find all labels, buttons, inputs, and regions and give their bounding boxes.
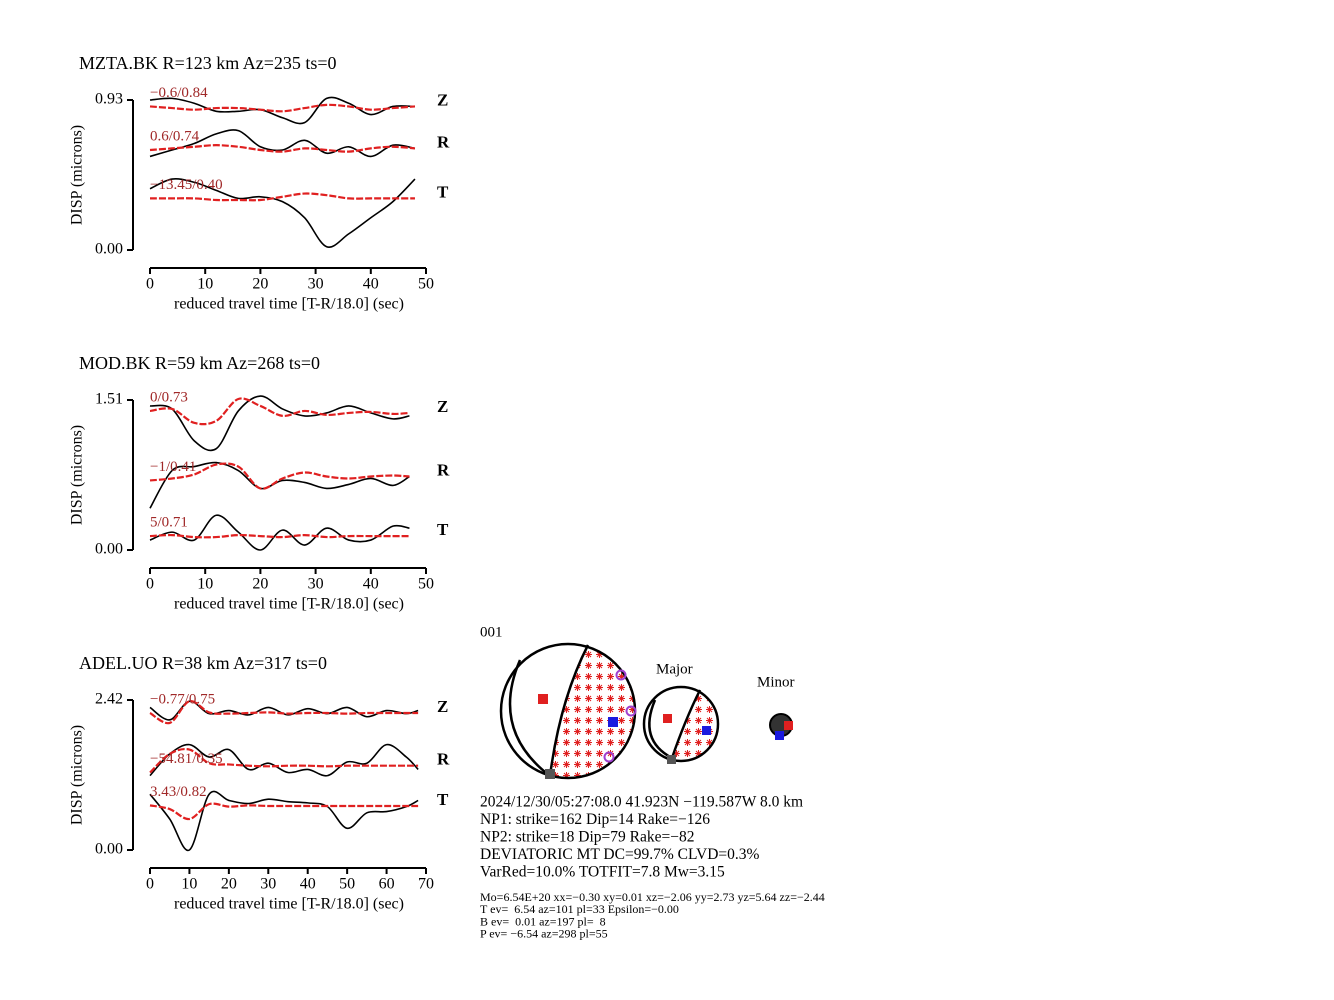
panel-title: ADEL.UO R=38 km Az=317 ts=0 [79,653,327,673]
observed-trace [149,96,415,125]
synthetic-trace [149,462,410,490]
x-tick-label: 40 [300,876,316,893]
fit-annotation: −1/0.41 [150,459,196,475]
synthetic-trace [150,192,415,202]
x-tick-label: 10 [197,576,213,593]
x-axis-label: reduced travel time [T-R/18.0] (sec) [174,896,404,913]
y-axis-label: DISP (microns) [69,425,86,525]
y-axis-label: DISP (microns) [69,125,86,225]
mechanism-line: DEVIATORIC MT DC=99.7% CLVD=0.3% [480,846,760,863]
fit-annotation: −13.45/0.40 [150,177,223,193]
y-axis-label: DISP (microns) [69,725,86,825]
x-axis-label: reduced travel time [T-R/18.0] (sec) [174,296,404,313]
x-tick-label: 50 [339,876,355,893]
synthetic-trace [149,533,410,539]
mechanism-id: 001 [480,624,503,640]
fit-annotation: −0.77/0.75 [150,691,215,707]
mechanism-line: 2024/12/30/05:27:08.0 41.923N −119.587W … [480,794,803,811]
synthetic-trace [149,103,416,113]
panel-title: MZTA.BK R=123 km Az=235 ts=0 [79,53,337,73]
mechanism-detail: T ev= 6.54 az=101 pl=33 Epsilon=−0.00 [480,902,679,916]
x-tick-label: 0 [146,576,154,593]
component-label: Z [437,90,448,109]
x-tick-label: 20 [252,576,268,593]
x-tick-label: 0 [146,276,154,293]
x-tick-label: 30 [308,276,324,293]
fit-annotation: 0.6/0.74 [150,128,200,144]
component-label: T [437,520,449,539]
observed-trace [149,129,416,158]
mechanism-detail: B ev= 0.01 az=197 pl= 8 [480,914,606,928]
x-tick-label: 40 [363,276,379,293]
x-tick-label: 50 [418,576,434,593]
y-tick-label: 1.51 [95,391,123,408]
mechanism-line: NP1: strike=162 Dip=14 Rake=−126 [480,811,710,828]
x-tick-label: 10 [181,876,197,893]
fit-annotation: 5/0.71 [150,515,188,531]
major-label: Major [656,661,693,677]
component-label: Z [437,397,448,416]
fit-annotation: −0.6/0.84 [150,85,208,101]
x-tick-label: 70 [418,876,434,893]
y-tick-label: 0.00 [95,841,123,858]
x-tick-label: 20 [252,276,268,293]
component-label: Z [437,697,448,716]
mechanism-line: NP2: strike=18 Dip=79 Rake=−82 [480,829,695,846]
x-tick-label: 0 [146,876,154,893]
x-tick-label: 10 [197,276,213,293]
y-tick-label: 2.42 [95,691,123,708]
observed-trace [149,743,419,777]
observed-trace [149,461,410,509]
synthetic-trace [149,700,419,725]
mechanism-line: VarRed=10.0% TOTFIT=7.8 Mw=3.15 [480,864,725,881]
x-tick-label: 30 [260,876,276,893]
beachballs [499,642,793,780]
x-tick-label: 60 [379,876,395,893]
observed-trace [149,395,410,452]
synthetic-trace [149,802,419,821]
fit-annotation: 3.43/0.82 [150,784,207,800]
x-tick-label: 30 [308,576,324,593]
minor-label: Minor [757,674,795,690]
y-tick-label: 0.00 [95,241,123,258]
synthetic-trace [149,747,419,774]
mechanism-detail: Mo=6.54E+20 xx=−0.30 xy=0.01 xz=−2.06 yy… [480,890,825,904]
component-label: R [437,750,450,769]
component-label: T [437,790,449,809]
fit-annotation: 0/0.73 [150,389,188,405]
y-tick-label: 0.93 [95,91,123,108]
y-tick-label: 0.00 [95,541,123,558]
component-label: R [437,132,450,151]
component-label: T [437,182,449,201]
component-label: R [437,460,450,479]
x-tick-label: 20 [221,876,237,893]
observed-trace [149,177,416,248]
fit-annotation: −54.81/0.35 [150,751,223,767]
panel-title: MOD.BK R=59 km Az=268 ts=0 [79,353,320,373]
synthetic-trace [149,144,416,153]
observed-trace [149,790,419,852]
x-axis-label: reduced travel time [T-R/18.0] (sec) [174,596,404,613]
x-tick-label: 50 [418,276,434,293]
mechanism-detail: P ev= −6.54 az=298 pl=55 [480,927,608,941]
x-tick-label: 40 [363,576,379,593]
observed-trace [149,514,410,551]
synthetic-trace [149,397,410,426]
